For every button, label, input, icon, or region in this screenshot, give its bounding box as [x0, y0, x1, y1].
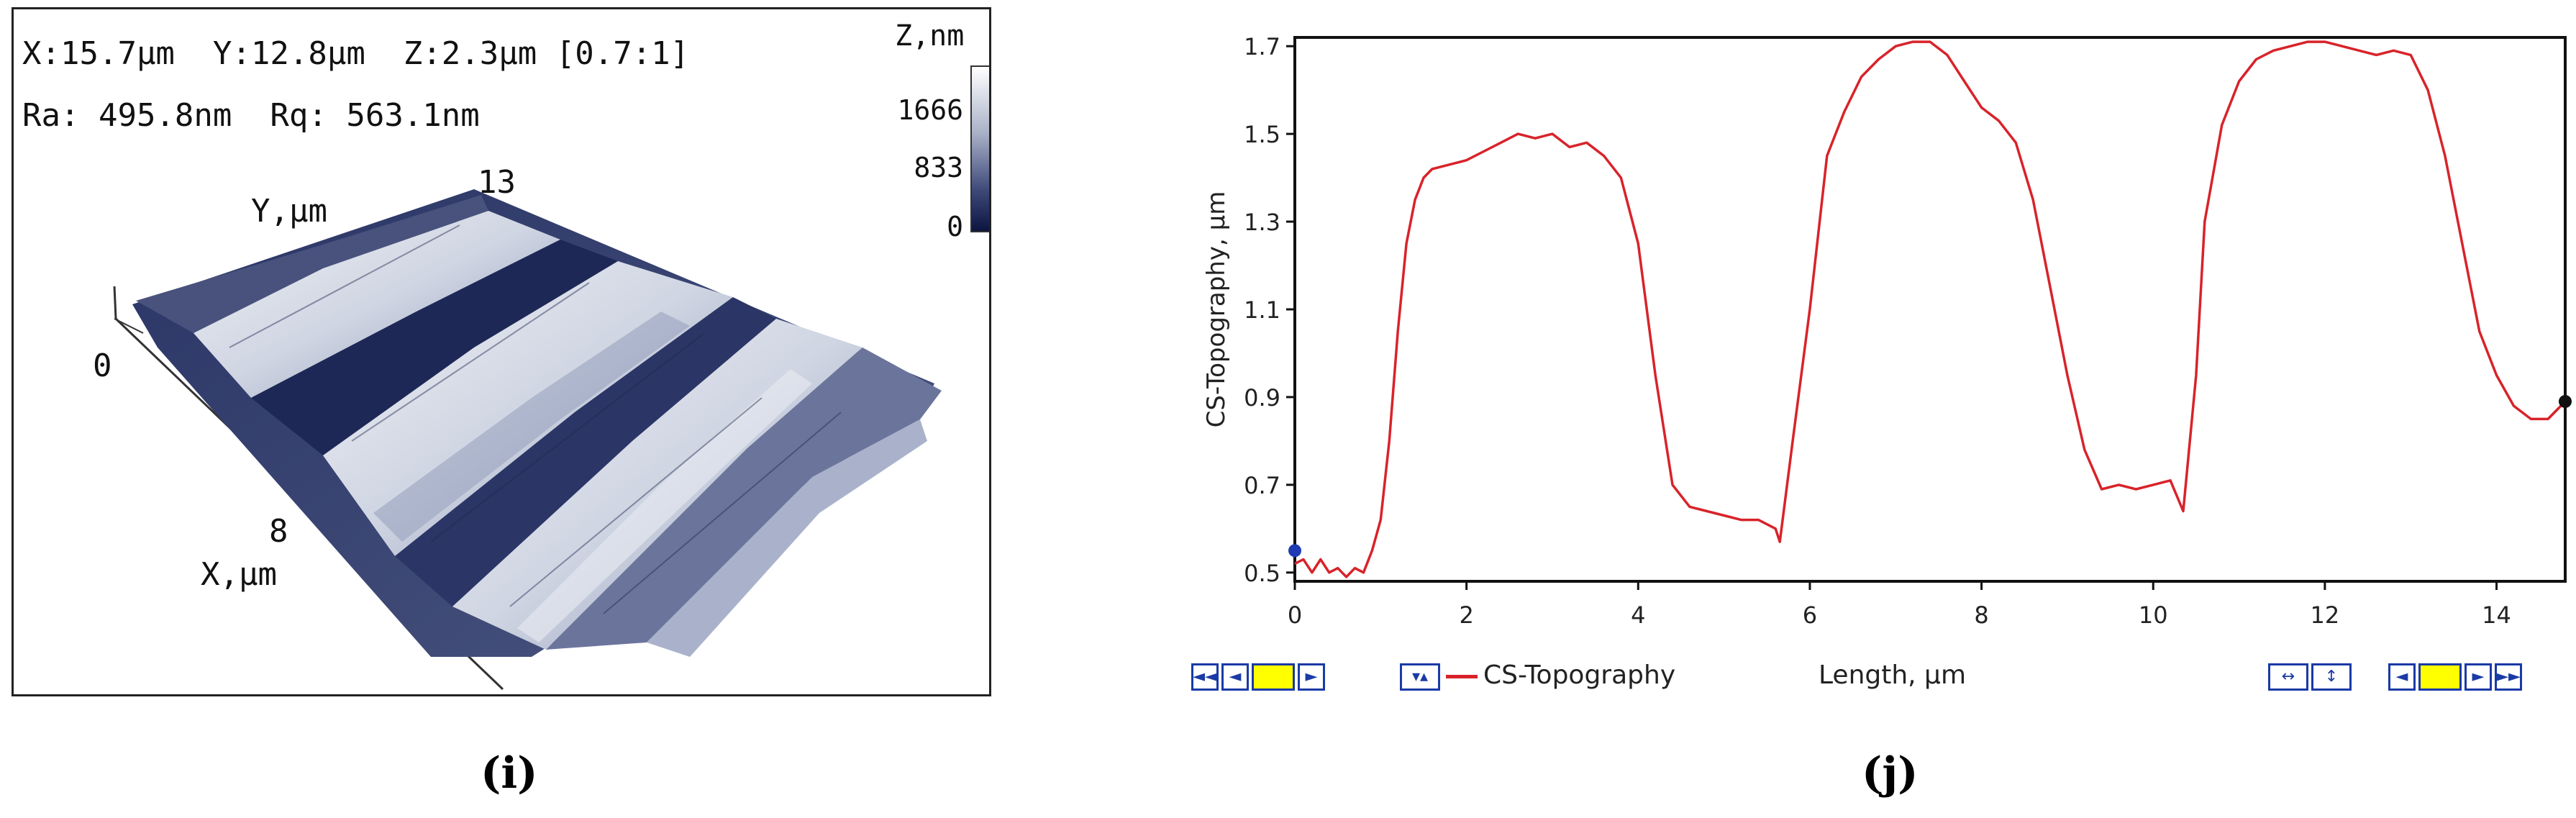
ridge-1 — [194, 211, 560, 398]
y-tick-label: 0.5 — [1244, 560, 1280, 587]
prev-page-button[interactable]: ◄ — [1221, 663, 1249, 691]
color-scale-tick: 1666 — [897, 94, 963, 126]
y-axis-label: Y,μm — [251, 193, 327, 230]
coordinate-readout: X:15.7μm Y:12.8μm Z:2.3μm [0.7:1] — [22, 35, 690, 72]
y-tick-label: 1.5 — [1244, 121, 1280, 148]
color-scale-tick: 833 — [914, 152, 963, 183]
series-line-cs-topography — [1294, 40, 2567, 578]
zoom-vertical-button[interactable]: ↕ — [2311, 663, 2352, 691]
curve-last-button[interactable]: ►► — [2495, 663, 2522, 691]
cs-topography-chart: 0.5 0.7 0.9 1.1 1.3 1.5 1.7 0 2 4 6 8 10 12 14 CS-Topog… — [1202, 33, 2572, 629]
x-axis-label: Length, μm — [1819, 660, 1967, 690]
legend-label: CS-Topography — [1483, 660, 1676, 690]
color-scale-tick: 0 — [947, 211, 963, 242]
color-scale-title: Z,nm — [895, 19, 965, 53]
x-axis-label: X,μm — [201, 556, 277, 593]
cursor-marker-start — [1288, 544, 1301, 558]
afm-3d-panel: X:15.7μm Y:12.8μm Z:2.3μm [0.7:1] Ra: 49… — [12, 7, 991, 696]
cursor-marker-end — [2559, 395, 2572, 409]
curve-indicator[interactable] — [2418, 663, 2462, 691]
cs-topography-chart-panel: 0.5 0.7 0.9 1.1 1.3 1.5 1.7 0 2 4 6 8 10 12 14 CS-Topog… — [1180, 0, 2576, 719]
legend-line-swatch — [1446, 675, 1478, 678]
x-tick-label: 10 — [2139, 601, 2168, 629]
caption-right: (j) — [1862, 748, 1919, 799]
first-page-button[interactable]: ◄◄ — [1191, 663, 1219, 691]
y-tick-label: 0.9 — [1244, 384, 1280, 412]
y-tick-label: 0.7 — [1244, 472, 1280, 499]
x-tick-label: 4 — [1631, 601, 1645, 629]
z-axis-line — [113, 286, 117, 319]
caption-left: (i) — [481, 748, 538, 799]
color-scale-bar — [970, 65, 989, 232]
y-tick-label: 1.3 — [1244, 209, 1280, 236]
next-page-button[interactable]: ► — [1298, 663, 1325, 691]
curve-next-button[interactable]: ► — [2465, 663, 2492, 691]
x-tick-label: 2 — [1459, 601, 1473, 629]
y-axis-max-tick: 13 — [478, 164, 516, 201]
curve-prev-button[interactable]: ◄ — [2388, 663, 2416, 691]
x-axis-mid-tick: 8 — [269, 513, 288, 550]
y-tick-label: 1.1 — [1244, 296, 1280, 324]
roughness-readout: Ra: 495.8nm Rq: 563.1nm — [22, 97, 480, 134]
curve-toggle-button[interactable]: ▾▴ — [1400, 663, 1440, 691]
x-tick-label: 0 — [1288, 601, 1302, 629]
x-tick-label: 12 — [2311, 601, 2340, 629]
page-indicator[interactable] — [1252, 663, 1295, 691]
x-tick-label: 8 — [1974, 601, 1988, 629]
y-tick-label: 1.7 — [1244, 33, 1280, 60]
y-axis-label: CS-Topography, μm — [1202, 191, 1231, 428]
afm-3d-surface — [113, 189, 942, 691]
origin-tick: 0 — [93, 347, 112, 384]
x-tick-label: 6 — [1803, 601, 1817, 629]
zoom-horizontal-button[interactable]: ↔ — [2268, 663, 2308, 691]
plot-frame — [1293, 36, 2567, 583]
x-tick-label: 14 — [2482, 601, 2511, 629]
